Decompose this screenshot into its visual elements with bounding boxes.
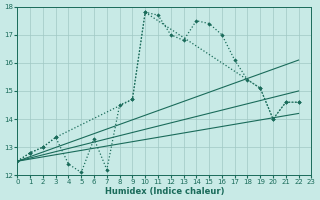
X-axis label: Humidex (Indice chaleur): Humidex (Indice chaleur) — [105, 187, 224, 196]
